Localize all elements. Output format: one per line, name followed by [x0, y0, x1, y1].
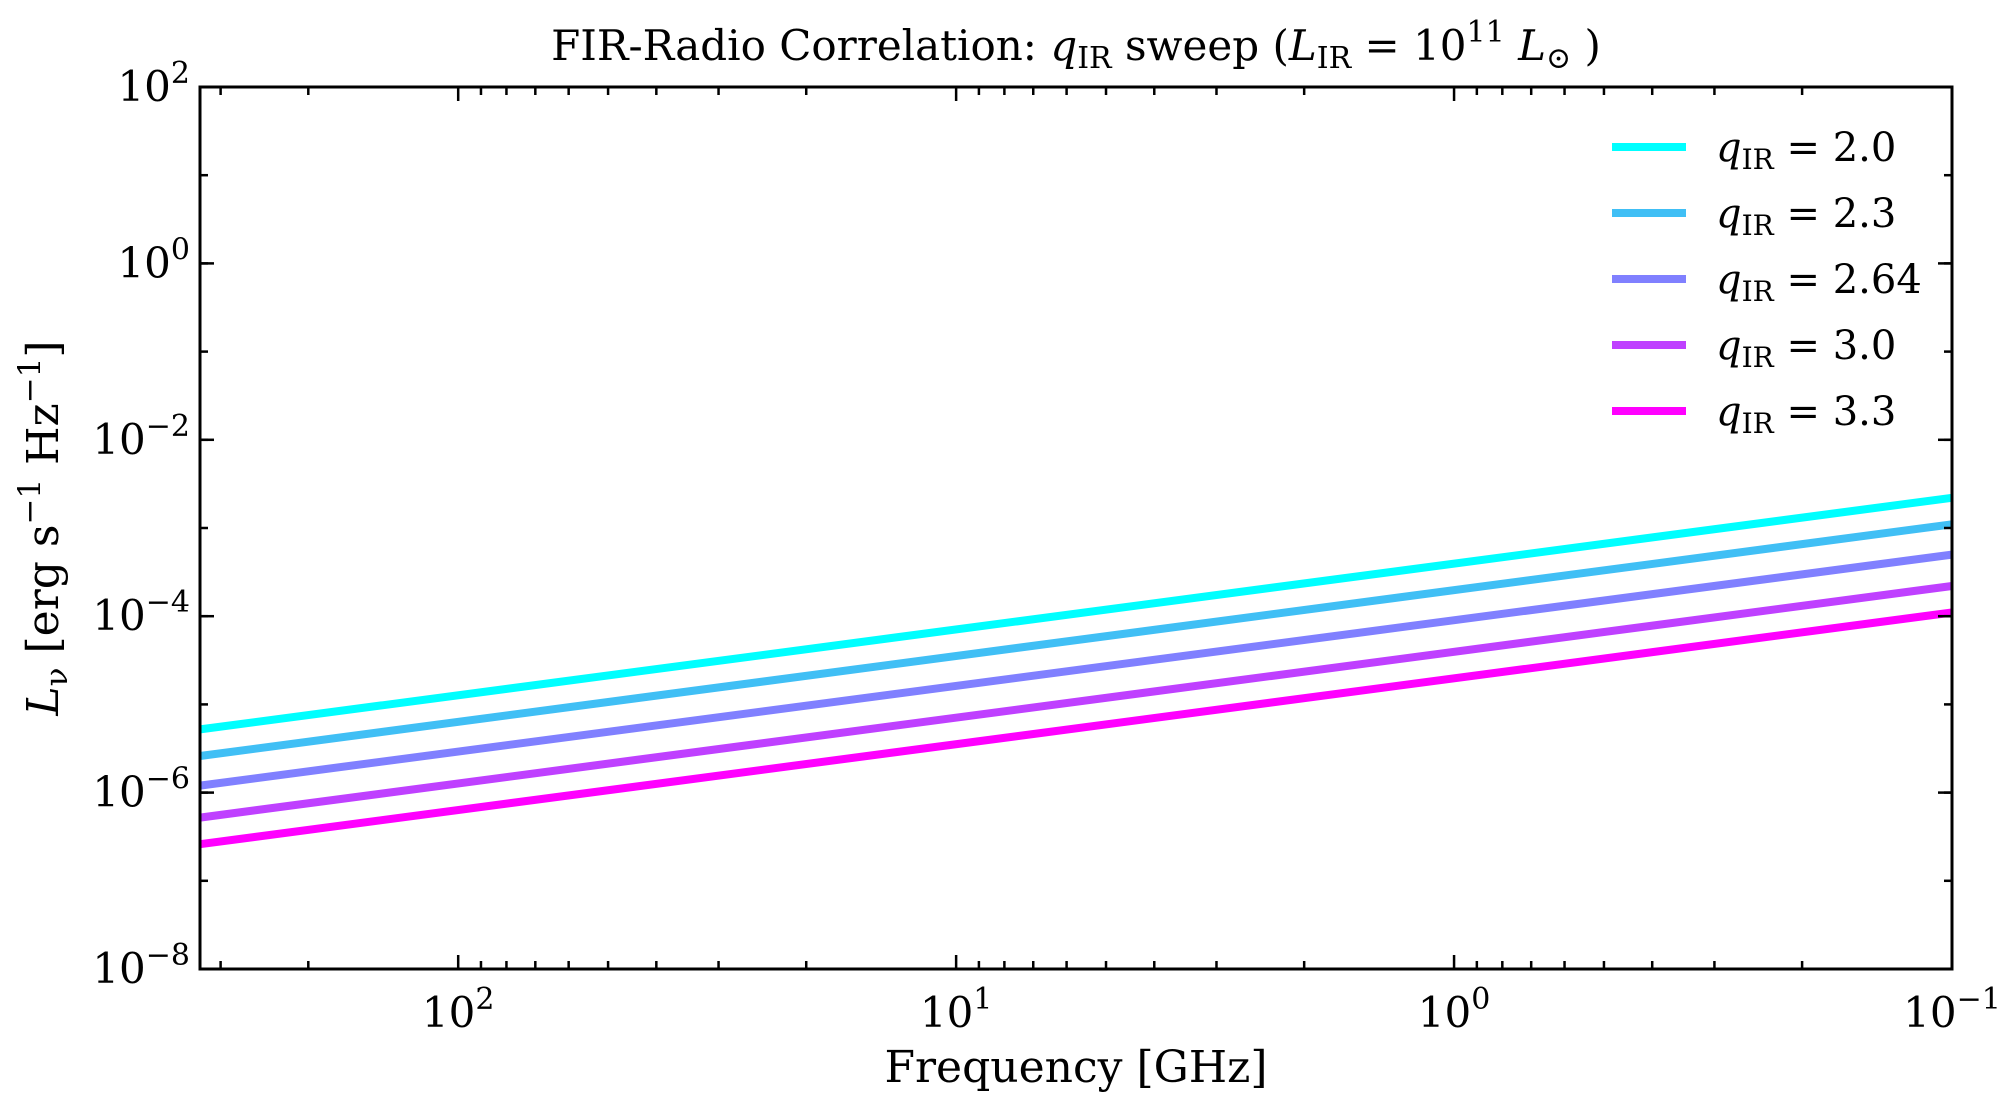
y-axis-title: Lν [erg s−1 Hz−1]	[12, 340, 75, 716]
series-line-0	[199, 493, 1953, 734]
legend-label-0: qIR = 2.0	[1716, 125, 1896, 176]
plot-area	[199, 493, 1953, 849]
series-line-2	[199, 550, 1953, 790]
y-tick-labels: 102 100 10−2 10−4 10−6 10−8	[92, 56, 190, 993]
legend: qIR = 2.0 qIR = 2.3 qIR = 2.64 qIR = 3.0 qIR…	[1612, 125, 1922, 440]
y-tick-label: 102	[117, 56, 190, 111]
x-axis-title: Frequency [GHz]	[884, 1042, 1267, 1093]
legend-label-1: qIR = 2.3	[1716, 191, 1896, 242]
y-tick-label: 10−2	[92, 409, 190, 464]
legend-label-2: qIR = 2.64	[1716, 257, 1922, 308]
x-tick-label: 102	[422, 982, 495, 1037]
y-tick-label: 10−8	[92, 938, 190, 993]
y-tick-label: 10−4	[92, 585, 190, 640]
axis-ticks	[200, 85, 1954, 971]
series-line-1	[199, 520, 1953, 760]
x-tick-label: 101	[920, 982, 993, 1037]
series-line-4	[199, 608, 1953, 849]
series-line-3	[199, 582, 1953, 822]
plot-frame	[198, 85, 1954, 971]
x-tick-label: 100	[1418, 982, 1491, 1037]
x-tick-label: 10−1	[1903, 982, 2001, 1037]
y-tick-label: 10−6	[92, 762, 190, 817]
legend-label-4: qIR = 3.3	[1716, 389, 1896, 440]
chart-title: FIR-Radio Correlation: qIR sweep (LIR = …	[551, 15, 1601, 76]
legend-label-3: qIR = 3.0	[1716, 323, 1896, 374]
y-tick-label: 100	[117, 232, 190, 287]
x-tick-labels: 102 101 100 10−1	[422, 982, 2001, 1037]
